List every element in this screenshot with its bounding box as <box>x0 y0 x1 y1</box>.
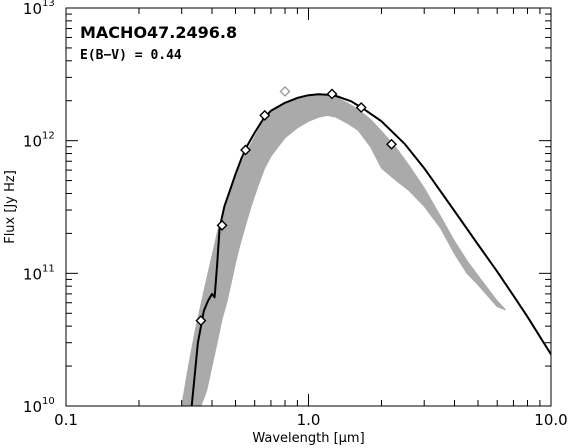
photometry-point <box>355 101 367 113</box>
x-tick-label: 10.0 <box>534 411 567 429</box>
reddening-label: E(B−V) = 0.44 <box>80 48 182 63</box>
best-fit-layer <box>190 93 551 406</box>
photometry-point <box>326 88 338 100</box>
model-spectrum-band <box>181 94 506 406</box>
x-tick-label: 1.0 <box>297 411 321 429</box>
photometry-point <box>259 109 271 121</box>
y-tick-label-exponent: 12 <box>42 131 55 142</box>
y-tick-label-exponent: 10 <box>42 396 55 407</box>
photometry-layer <box>195 85 398 327</box>
excluded-photometry-point <box>279 85 291 97</box>
y-tick-label-base: 10 <box>23 133 42 151</box>
photometry-point <box>386 138 398 150</box>
photometry-point <box>216 219 228 231</box>
photometry-point <box>240 144 252 156</box>
y-tick-label-exponent: 13 <box>42 0 55 9</box>
plot-frame <box>65 7 552 407</box>
axis-ticks <box>65 7 552 407</box>
model-spectrum-layer <box>181 94 506 406</box>
best-fit-sed-line <box>190 93 551 406</box>
object-name-label: MACHO47.2496.8 <box>80 23 237 42</box>
y-tick-label-base: 10 <box>23 265 42 283</box>
x-axis-title: Wavelength [μm] <box>252 431 364 446</box>
y-axis-title: Flux [Jy Hz] <box>3 170 18 244</box>
y-tick-label-base: 10 <box>23 398 42 416</box>
y-tick-label-exponent: 11 <box>42 263 55 274</box>
photometry-point <box>195 315 207 327</box>
y-tick-label-base: 10 <box>23 0 42 18</box>
x-tick-label: 0.1 <box>54 411 78 429</box>
